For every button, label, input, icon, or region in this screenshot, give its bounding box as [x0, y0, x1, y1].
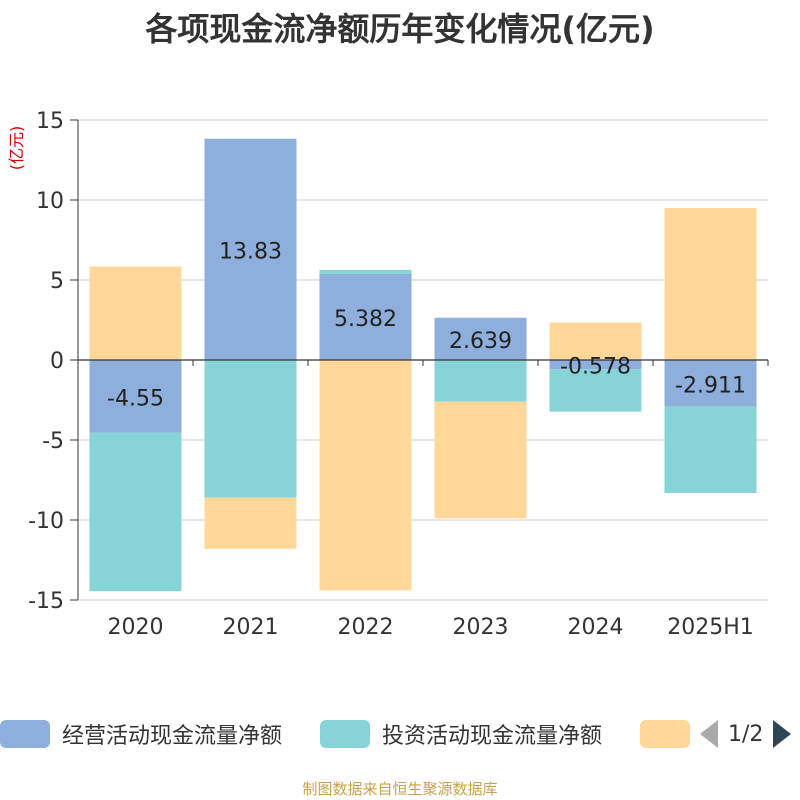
data-label: -0.578 — [560, 355, 631, 380]
data-label: 5.382 — [334, 307, 397, 332]
bar-series3-2022 — [319, 360, 412, 591]
y-tick-label: -15 — [28, 589, 64, 614]
bar-series1-2024 — [549, 360, 642, 370]
bar-series1-2023 — [434, 317, 527, 360]
bar-series1-2022 — [319, 273, 412, 360]
x-tick-label: 2021 — [223, 615, 279, 640]
bar-series1-2025H1 — [664, 360, 757, 407]
x-tick-label: 2024 — [568, 615, 624, 640]
bar-series1-2021 — [204, 138, 297, 360]
y-tick-label: -5 — [42, 429, 64, 454]
bar-series2-2021 — [204, 360, 297, 498]
x-tick-label: 2022 — [338, 615, 394, 640]
y-tick-label: -10 — [28, 509, 64, 534]
bar-series3-2025H1 — [664, 208, 757, 360]
bar-series2-2022 — [319, 269, 412, 274]
pager-prev-icon[interactable] — [700, 720, 718, 748]
bar-chart: 15 10 5 0 -5 -10 -15 (亿元) 2020 2021 2022 2023 2024 20… — [7, 109, 769, 640]
y-tick-label: 10 — [36, 189, 64, 214]
legend-swatch-operating — [0, 720, 50, 748]
x-tick-label: 2020 — [108, 615, 164, 640]
bar-series3-2021 — [204, 497, 297, 549]
y-axis-label: (亿元) — [7, 126, 26, 171]
legend-label-operating: 经营活动现金流量净额 — [62, 724, 283, 749]
bar-series3-2024 — [549, 322, 642, 360]
data-label: -4.55 — [107, 386, 164, 411]
legend-swatch-third — [640, 720, 690, 748]
bar-series2-2020 — [89, 432, 182, 592]
pager-next-icon[interactable] — [773, 720, 792, 748]
pager-text: 1/2 — [728, 721, 764, 747]
bar-series2-2023 — [434, 360, 527, 402]
legend-swatch-investing — [320, 720, 370, 748]
bar-series3-2020 — [89, 266, 182, 360]
legend-item-investing[interactable]: 投资活动现金流量净额 — [320, 716, 602, 752]
legend-item-third[interactable] — [640, 716, 702, 752]
legend-pager: 1/2 — [700, 716, 792, 752]
chart-title: 各项现金流净额历年变化情况(亿元) — [145, 10, 655, 48]
y-tick-label: 15 — [36, 109, 64, 134]
bar-series3-2023 — [434, 401, 527, 519]
x-tick-label: 2025H1 — [667, 615, 754, 640]
legend-item-operating[interactable]: 经营活动现金流量净额 — [0, 716, 282, 752]
bar-series2-2024 — [549, 369, 642, 412]
legend-label-investing: 投资活动现金流量净额 — [382, 724, 603, 749]
source-note: 制图数据来自恒生聚源数据库 — [302, 780, 498, 798]
legend: 经营活动现金流量净额 投资活动现金流量净额 1/2 — [0, 716, 800, 756]
data-label: -2.911 — [675, 373, 746, 398]
data-label: 13.83 — [219, 239, 282, 264]
y-tick-label: 5 — [50, 269, 64, 294]
bar-series2-2025H1 — [664, 406, 757, 493]
bar-series1-2020 — [89, 360, 182, 433]
y-tick-label: 0 — [50, 349, 64, 374]
x-tick-label: 2023 — [453, 615, 509, 640]
data-label: 2.639 — [449, 329, 512, 354]
